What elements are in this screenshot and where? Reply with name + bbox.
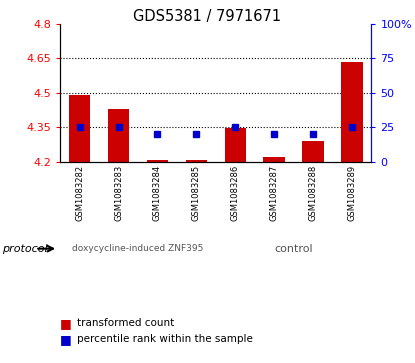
Bar (341, 62, 363, 162)
Text: transformed count: transformed count (77, 318, 174, 328)
Bar (108, 109, 129, 162)
Bar (303, 141, 324, 162)
Text: ■: ■ (60, 333, 72, 346)
Bar (264, 157, 285, 162)
Bar (225, 128, 246, 162)
Text: GSM1083286: GSM1083286 (231, 165, 240, 221)
Text: ■: ■ (60, 317, 72, 330)
Text: control: control (274, 244, 313, 254)
Text: GDS5381 / 7971671: GDS5381 / 7971671 (134, 9, 281, 24)
Text: GSM1083283: GSM1083283 (114, 165, 123, 221)
Bar (147, 160, 168, 162)
Bar (69, 95, 90, 162)
Text: doxycycline-induced ZNF395: doxycycline-induced ZNF395 (72, 244, 204, 253)
Bar (186, 160, 207, 162)
Text: GSM1083284: GSM1083284 (153, 165, 162, 221)
Text: GSM1083287: GSM1083287 (270, 165, 278, 221)
Text: GSM1083288: GSM1083288 (309, 165, 317, 221)
Text: GSM1083285: GSM1083285 (192, 165, 201, 221)
Text: percentile rank within the sample: percentile rank within the sample (77, 334, 253, 344)
Text: GSM1083289: GSM1083289 (347, 165, 356, 221)
Text: GSM1083282: GSM1083282 (75, 165, 84, 221)
Text: protocol: protocol (2, 244, 48, 254)
